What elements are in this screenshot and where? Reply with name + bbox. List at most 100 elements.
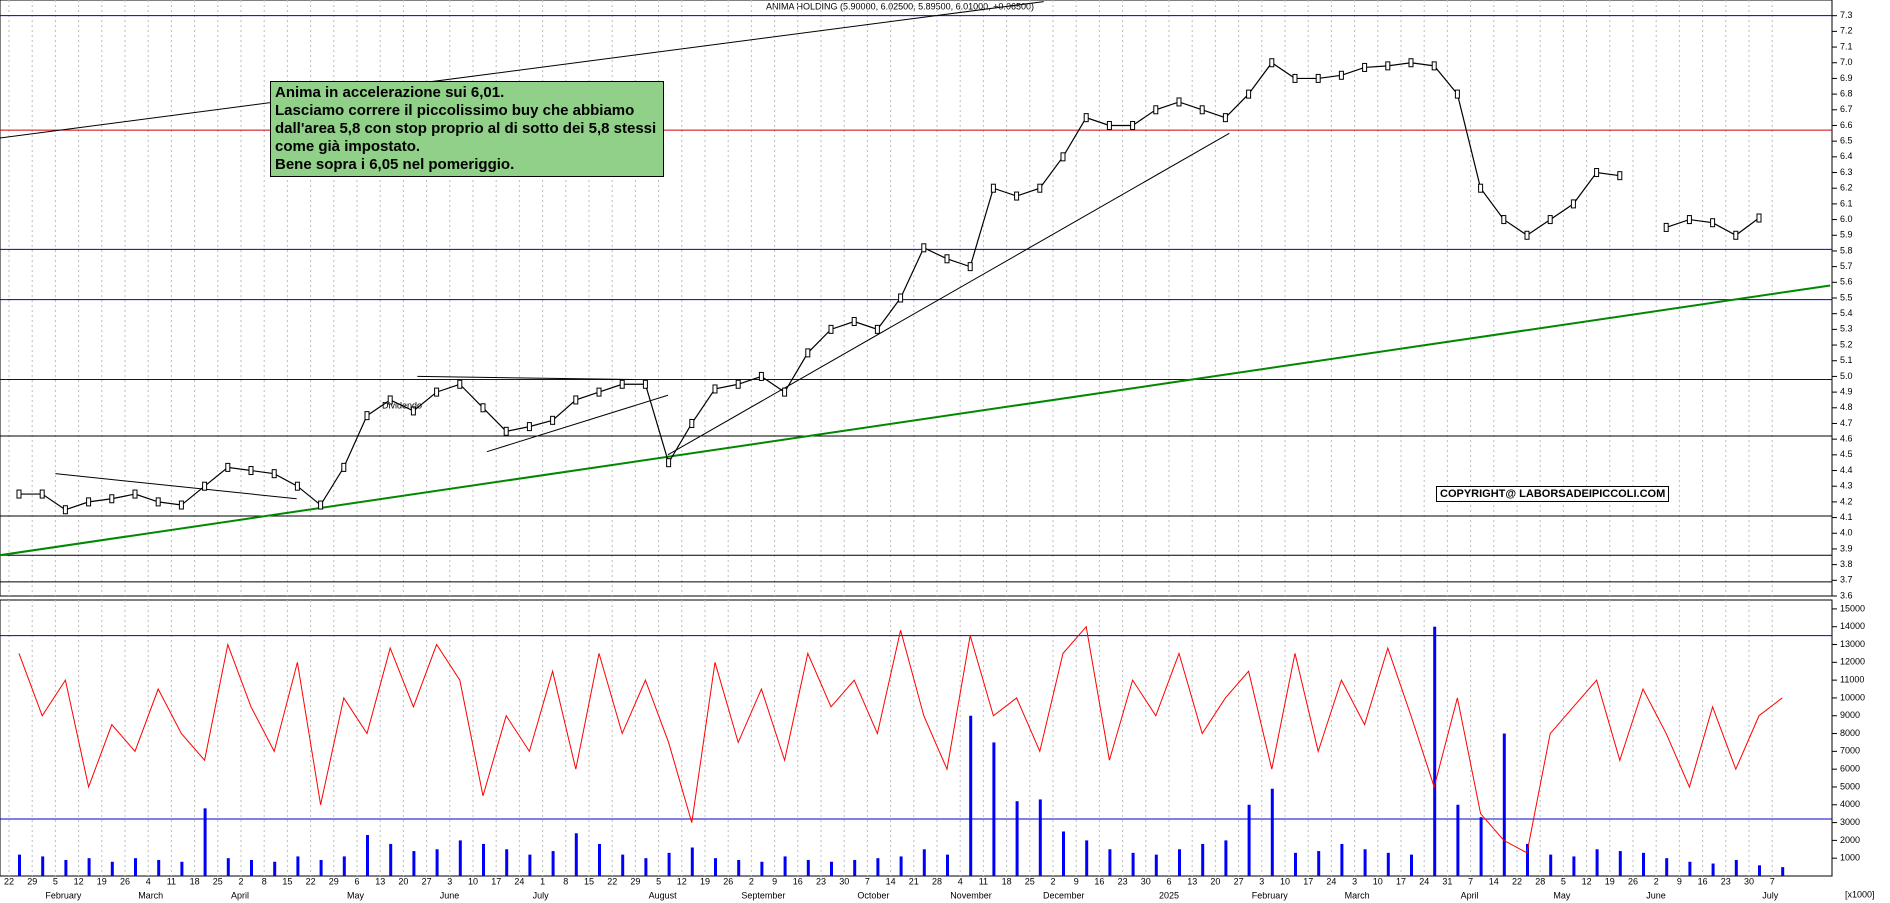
y-tick-label: 5.6 [1840, 277, 1853, 287]
x-tick-label: 16 [1698, 876, 1708, 886]
price-candle [689, 418, 695, 428]
volume-bar [389, 843, 393, 876]
month-label: December [1043, 890, 1085, 900]
price-candle [1686, 215, 1692, 225]
price-candle [758, 371, 764, 381]
price-candle [1454, 89, 1460, 99]
price-candle [1292, 73, 1298, 83]
price-candle [550, 415, 556, 425]
x-tick-label: 17 [491, 876, 501, 886]
price-candle [410, 406, 416, 416]
y-tick-label: 4.6 [1840, 434, 1853, 444]
trendline [417, 375, 634, 381]
x-tick-label: 25 [213, 876, 223, 886]
x-tick-label: 4 [146, 876, 151, 886]
volume-bar [1108, 849, 1112, 876]
volume-bar [1618, 851, 1622, 876]
x-tick-label: 26 [1628, 876, 1638, 886]
x-tick-label: 19 [1605, 876, 1615, 886]
volume-bar [203, 808, 207, 876]
volume-bar [41, 856, 45, 876]
price-candle [1060, 152, 1066, 162]
volume-bar [110, 861, 114, 876]
price-candle [1547, 215, 1553, 225]
volume-bar [1131, 852, 1135, 876]
x-tick-label: 6 [354, 876, 359, 886]
volume-bar [806, 859, 810, 876]
volume-bar [1038, 799, 1042, 876]
volume-bar [342, 856, 346, 876]
x-tick-label: 29 [630, 876, 640, 886]
volume-bar [1665, 858, 1669, 876]
price-candle [990, 183, 996, 193]
month-label: October [857, 890, 889, 900]
x-tick-label: 23 [816, 876, 826, 886]
volume-bar [1479, 817, 1483, 876]
x-tick-label: 16 [1094, 876, 1104, 886]
price-candle [1570, 199, 1576, 209]
x-tick-label: 3 [1352, 876, 1357, 886]
volume-bar [1178, 849, 1181, 876]
volume-bar [1270, 788, 1274, 876]
volume-bar [435, 849, 439, 876]
x-tick-label: 29 [329, 876, 339, 886]
price-candle [109, 494, 115, 504]
y-tick-label: 13000 [1840, 639, 1865, 649]
month-label: February [1252, 890, 1289, 900]
oscillator-line [18, 625, 1783, 854]
price-candle [1385, 61, 1391, 71]
x-tick-label: 16 [793, 876, 803, 886]
volume-bar [690, 847, 694, 876]
y-tick-label: 4.4 [1840, 465, 1853, 475]
x-tick-label: 27 [422, 876, 432, 886]
price-candle [1153, 105, 1159, 115]
price-candle [1710, 218, 1716, 228]
y-tick-label: 4.7 [1840, 418, 1853, 428]
y-tick-label: 2000 [1840, 835, 1860, 845]
volume-bar [783, 856, 787, 876]
price-candle [271, 469, 277, 479]
price-candle [1083, 113, 1089, 123]
x-tick-label: 5 [1561, 876, 1566, 886]
volume-bar [1386, 852, 1390, 876]
price-candle [318, 500, 324, 510]
x-tick-label: 19 [97, 876, 107, 886]
price-candle [480, 403, 486, 413]
x-tick-label: 8 [563, 876, 568, 886]
price-candle [294, 481, 300, 491]
volume-bar [853, 859, 857, 876]
x-tick-label: 10 [1280, 876, 1290, 886]
price-candle [341, 462, 347, 472]
y-tick-label: 4.5 [1840, 449, 1853, 459]
volume-bar [1062, 831, 1065, 876]
price-candle [434, 387, 440, 397]
y-tick-label: 6.2 [1840, 183, 1853, 193]
y-tick-label: 7.0 [1840, 57, 1853, 67]
y-tick-label: 6.7 [1840, 104, 1853, 114]
volume-bar [273, 861, 277, 876]
x-tick-label: 13 [375, 876, 385, 886]
volume-bar [598, 843, 601, 876]
x-tick-label: 22 [607, 876, 617, 886]
volume-bar [482, 843, 485, 876]
x-tick-label: 22 [4, 876, 14, 886]
x-tick-label: 22 [306, 876, 316, 886]
volume-bar [969, 715, 973, 876]
x-tick-label: 12 [1582, 876, 1592, 886]
price-candle [503, 426, 509, 436]
price-candle [1014, 191, 1020, 201]
volume-bar [574, 833, 578, 876]
volume-bar [180, 861, 184, 876]
price-candle [828, 324, 834, 334]
x-tick-label: 27 [1234, 876, 1244, 886]
volume-bar [505, 849, 509, 876]
y-tick-label: 6.3 [1840, 167, 1853, 177]
month-label: July [1762, 890, 1779, 900]
volume-bar [1015, 801, 1019, 876]
price-candle [1362, 62, 1368, 72]
x-tick-label: 10 [1373, 876, 1383, 886]
annotation-line: come già impostato. [275, 138, 421, 155]
dividend-label: Dividendo [382, 400, 422, 410]
month-label: May [347, 890, 365, 900]
